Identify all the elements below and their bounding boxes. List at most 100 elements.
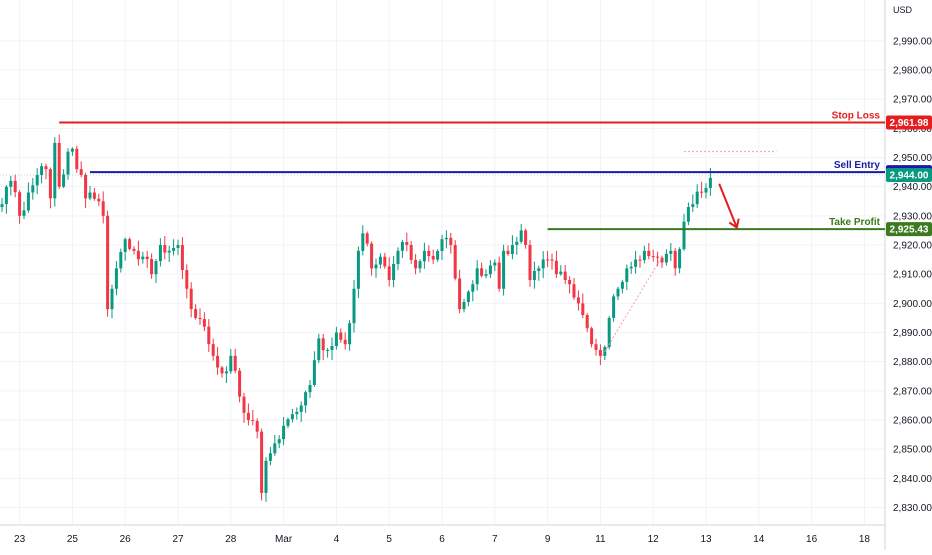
candle-body xyxy=(493,262,497,266)
y-tick-label: 2,880.00 xyxy=(893,357,932,368)
candle-body xyxy=(317,338,321,361)
candle-body xyxy=(576,297,580,304)
candle-body xyxy=(145,256,149,260)
down-arrow-icon xyxy=(728,218,740,230)
candle-body xyxy=(585,315,589,329)
candle-body xyxy=(502,250,506,289)
candle-body xyxy=(304,392,308,406)
x-tick-label: 27 xyxy=(172,534,184,545)
x-tick-label: 9 xyxy=(545,534,551,545)
candle-body xyxy=(488,265,492,275)
candle-body xyxy=(378,256,382,265)
candle-body xyxy=(128,239,132,249)
candle-body xyxy=(638,259,642,261)
candle-body xyxy=(264,460,268,493)
candle-body xyxy=(691,204,695,207)
candle-body xyxy=(700,191,704,193)
candle-body xyxy=(541,259,545,269)
candle-body xyxy=(110,288,114,310)
candle-body xyxy=(343,339,347,345)
x-tick-label: Mar xyxy=(275,534,293,545)
candle-body xyxy=(233,355,237,371)
candle-body xyxy=(194,309,198,318)
candle-body xyxy=(92,192,96,199)
x-tick-label: 26 xyxy=(120,534,132,545)
y-tick-label: 2,860.00 xyxy=(893,416,932,427)
candle-body xyxy=(642,250,646,261)
candle-body xyxy=(625,268,629,282)
candle-body xyxy=(75,148,79,170)
level-price-tag xyxy=(886,115,932,130)
candle-body xyxy=(150,259,154,275)
candle-body xyxy=(97,198,101,202)
candle-body xyxy=(590,328,594,345)
candle-body xyxy=(598,349,602,356)
candle-body xyxy=(326,350,330,351)
candle-body xyxy=(88,192,92,199)
candle-body xyxy=(251,420,255,421)
candle-body xyxy=(9,180,13,187)
candle-body xyxy=(484,274,488,276)
x-tick-label: 13 xyxy=(700,534,712,545)
candle-body xyxy=(114,268,118,289)
candle-body xyxy=(581,303,585,315)
candle-body xyxy=(374,264,378,269)
x-tick-label: 16 xyxy=(806,534,818,545)
candle-body xyxy=(334,332,338,347)
candle-body xyxy=(546,259,550,261)
candle-body xyxy=(312,360,316,385)
candle-body xyxy=(211,344,215,356)
x-tick-label: 6 xyxy=(439,534,445,545)
candle-body xyxy=(607,317,611,348)
current-price-tag-text: 2,944.00 xyxy=(890,171,929,182)
candle-body xyxy=(656,256,660,258)
candle-body xyxy=(330,346,334,350)
level-price-tag-text: 2,961.98 xyxy=(890,118,929,129)
y-tick-label: 2,940.00 xyxy=(893,182,932,193)
x-tick-label: 12 xyxy=(648,534,660,545)
candle-body xyxy=(682,221,686,250)
candle-body xyxy=(18,192,22,216)
candle-body xyxy=(207,326,211,345)
candle-body xyxy=(647,250,651,257)
candle-body xyxy=(163,245,167,253)
candle-body xyxy=(453,245,457,279)
level-label: Stop Loss xyxy=(832,111,881,122)
candle-body xyxy=(136,250,140,260)
candle-body xyxy=(708,177,712,188)
candle-body xyxy=(515,241,519,245)
candle-body xyxy=(352,288,356,324)
candle-body xyxy=(339,332,343,340)
y-tick-label: 2,900.00 xyxy=(893,299,932,310)
x-tick-label: 18 xyxy=(859,534,871,545)
candle-body xyxy=(290,414,294,420)
candle-body xyxy=(612,296,616,318)
candle-body xyxy=(238,370,242,397)
candle-body xyxy=(48,169,52,199)
candle-body xyxy=(348,323,352,345)
candle-body xyxy=(686,206,690,222)
candle-body xyxy=(695,191,699,205)
candle-body xyxy=(216,355,220,368)
candle-body xyxy=(4,186,8,205)
candle-body xyxy=(106,215,110,310)
candle-body xyxy=(44,166,48,170)
candle-body xyxy=(414,259,418,269)
candle-body xyxy=(405,242,409,245)
candle-body xyxy=(66,151,70,175)
candle-body xyxy=(506,250,510,255)
candle-body xyxy=(537,268,541,272)
candle-body xyxy=(466,291,470,303)
candle-body xyxy=(634,259,638,267)
candle-body xyxy=(79,169,83,175)
level-price-tag-text: 2,925.43 xyxy=(890,225,929,236)
y-tick-label: 2,870.00 xyxy=(893,386,932,397)
candle-body xyxy=(273,443,277,454)
candle-body xyxy=(458,278,462,310)
candle-body xyxy=(255,420,259,432)
candle-body xyxy=(449,237,453,245)
candle-body xyxy=(669,250,673,254)
x-tick-label: 14 xyxy=(753,534,765,545)
